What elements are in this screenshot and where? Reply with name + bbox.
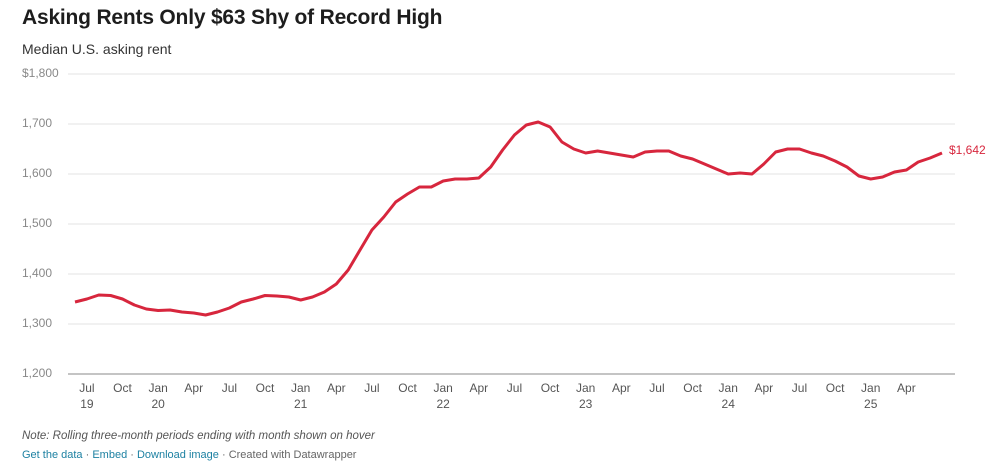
x-tick-label: Jan 24 <box>718 381 738 411</box>
y-tick-label: 1,400 <box>22 266 52 280</box>
separator: · <box>218 449 229 461</box>
x-tick-label: Jul <box>506 381 523 395</box>
footer-item[interactable]: Download image <box>136 449 219 461</box>
note: Note: Rolling three-month periods ending… <box>22 430 375 442</box>
x-tick-label: Oct <box>255 381 275 395</box>
x-tick-label: Jul <box>221 381 238 395</box>
line <box>74 120 943 317</box>
footer-item: Created with Datawrapper <box>228 449 357 461</box>
x-tick-label: Oct <box>398 381 417 395</box>
y-tick-label: 1,600 <box>22 166 52 180</box>
x-tick-label: Jan 21 <box>290 381 311 411</box>
y-tick-label: 1,300 <box>22 316 52 330</box>
separator: · <box>127 449 137 461</box>
separator: · <box>82 449 93 461</box>
x-tick-label: Jan 23 <box>576 381 596 411</box>
x-tick-label: Oct <box>540 381 560 395</box>
y-tick-label: 1,700 <box>22 116 52 130</box>
x-tick-label: Oct <box>683 381 702 395</box>
y-tick-label: 1,500 <box>22 216 52 230</box>
x-tick-label: Jan 22 <box>433 381 453 411</box>
x-tick-label: Apr <box>897 381 916 395</box>
x-tick-label: Jan 20 <box>148 381 168 411</box>
x-tick-label: Jul <box>364 381 380 395</box>
chart-title: Asking Rents Only $63 Shy of Record High <box>22 6 443 29</box>
x-tick-label: Apr <box>611 381 631 395</box>
chart-subtitle: Median U.S. asking rent <box>22 41 172 57</box>
x-tick-label: Jul <box>791 381 808 395</box>
footer-item[interactable]: Get the data <box>22 449 83 461</box>
x-tick-label: Apr <box>469 381 489 395</box>
x-tick-label: Apr <box>754 381 774 395</box>
footer: Get the data · Embed · Download image · … <box>22 449 356 461</box>
x-tick-label: Apr <box>184 381 204 395</box>
y-tick-label: 1,200 <box>22 366 52 380</box>
x-tick-label: Apr <box>326 381 346 395</box>
x-tick-label: Jan 25 <box>861 381 881 411</box>
footer-item[interactable]: Embed <box>92 449 128 461</box>
x-tick-label: Jul <box>649 381 665 395</box>
end-label: $1,642 <box>949 143 986 157</box>
x-tick-label: Jul 19 <box>79 381 95 411</box>
y-tick-label: $1,800 <box>22 66 59 80</box>
x-tick-label: Oct <box>825 381 845 395</box>
x-tick-label: Oct <box>113 381 132 395</box>
